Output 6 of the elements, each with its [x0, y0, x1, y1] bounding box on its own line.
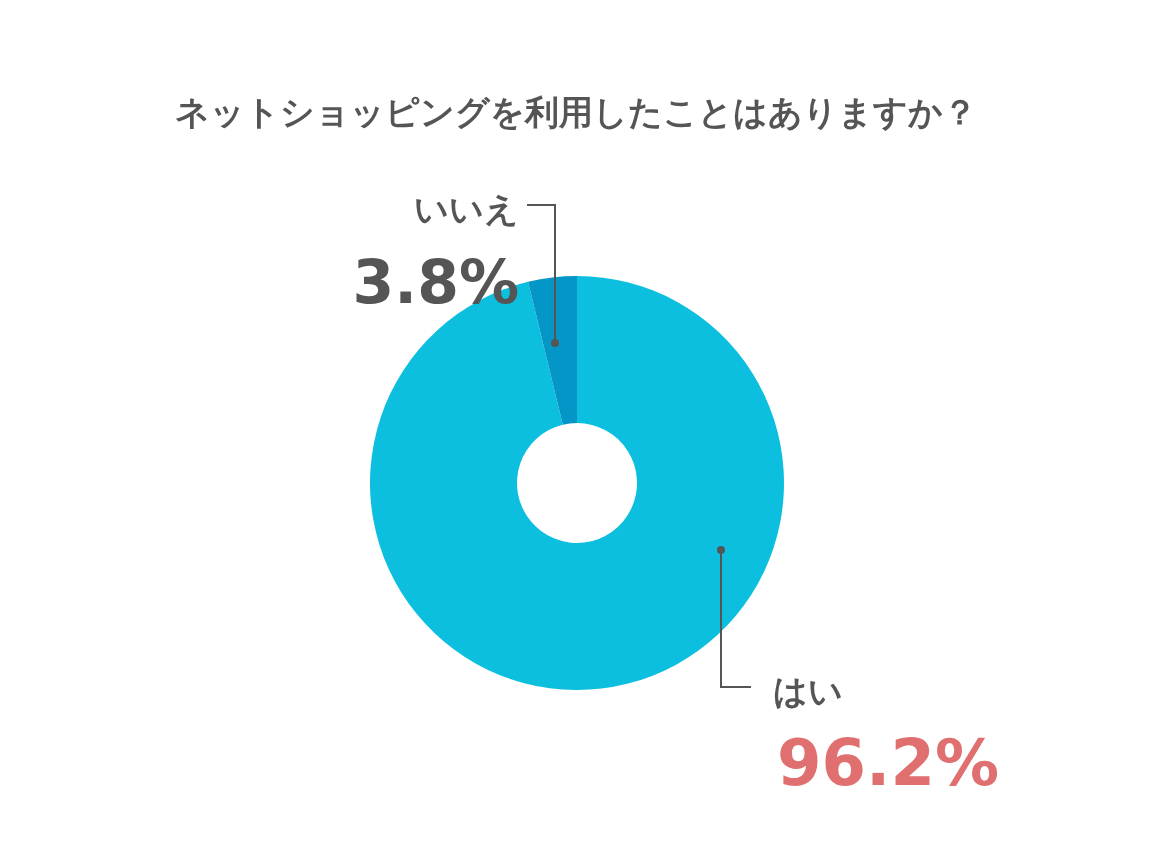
chart-title: ネットショッピングを利用したことはありますか？ — [174, 91, 978, 134]
slice-label: はい — [773, 671, 843, 711]
data-label: 3.8% — [352, 247, 519, 317]
slice-label: いいえ — [414, 189, 519, 229]
data-label: 96.2% — [777, 726, 1000, 800]
donut-slice — [528, 276, 577, 425]
